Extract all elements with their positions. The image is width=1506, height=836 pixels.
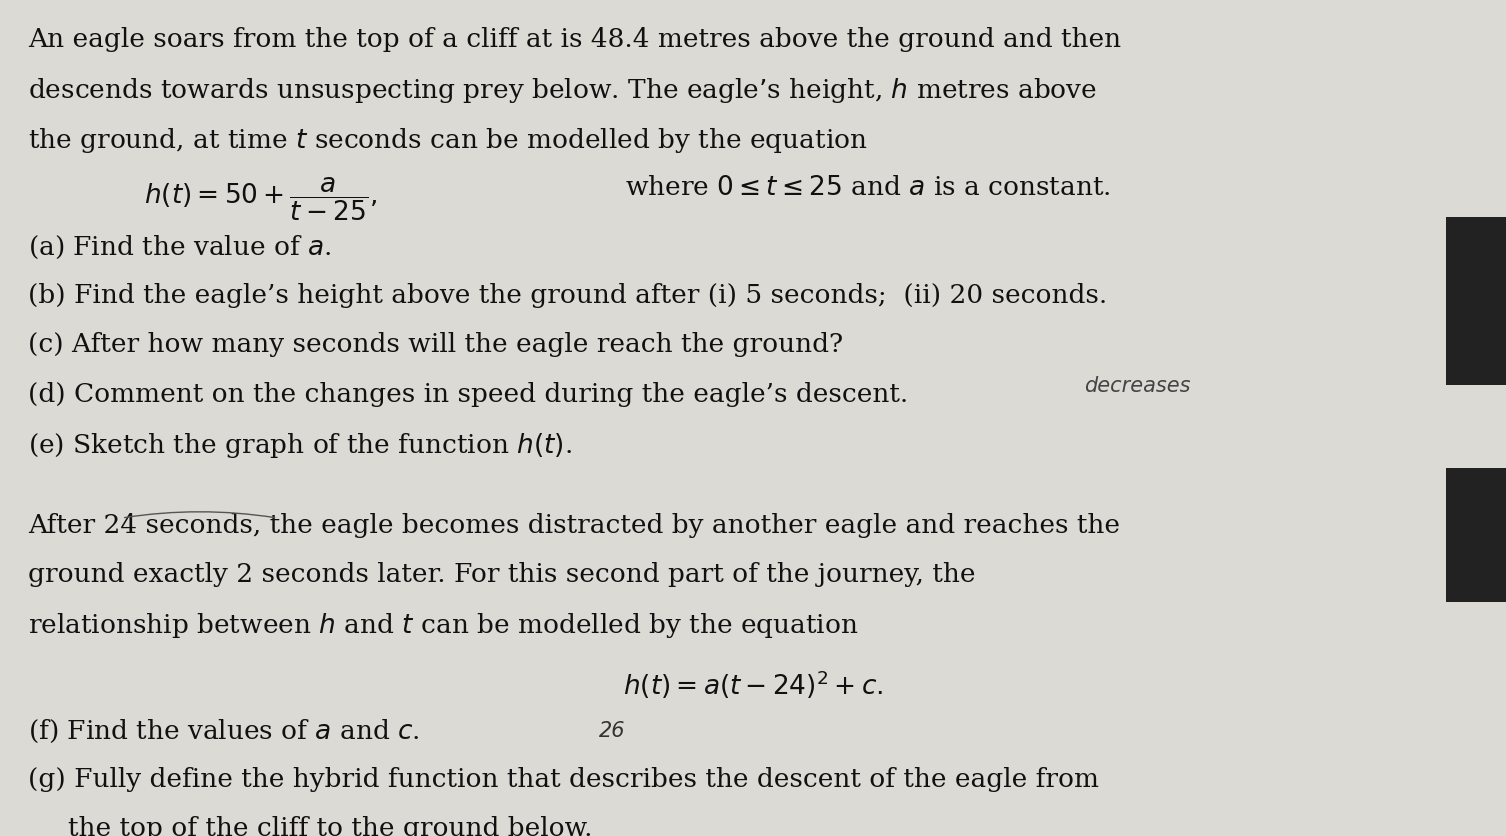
Text: (b) Find the eagle’s height above the ground after (i) 5 seconds;  (ii) 20 secon: (b) Find the eagle’s height above the gr… <box>29 283 1108 308</box>
Text: (f) Find the values of $a$ and $c$.: (f) Find the values of $a$ and $c$. <box>29 717 420 745</box>
Text: 26: 26 <box>599 721 625 741</box>
Text: (c) After how many seconds will the eagle reach the ground?: (c) After how many seconds will the eagl… <box>29 333 843 357</box>
Text: After 24 seconds, the eagle becomes distracted by another eagle and reaches the: After 24 seconds, the eagle becomes dist… <box>29 512 1120 538</box>
Text: descends towards unsuspecting prey below. The eagle’s height, $\mathit{h}$ metre: descends towards unsuspecting prey below… <box>29 76 1098 105</box>
Text: $h(t) = a(t - 24)^2 + c.$: $h(t) = a(t - 24)^2 + c.$ <box>623 668 883 701</box>
Text: relationship between $h$ and $t$ can be modelled by the equation: relationship between $h$ and $t$ can be … <box>29 611 858 640</box>
Text: decreases: decreases <box>1084 376 1190 396</box>
Text: the ground, at time $t$ seconds can be modelled by the equation: the ground, at time $t$ seconds can be m… <box>29 126 867 155</box>
Text: (g) Fully define the hybrid function that describes the descent of the eagle fro: (g) Fully define the hybrid function tha… <box>29 767 1099 792</box>
Text: ground exactly 2 seconds later. For this second part of the journey, the: ground exactly 2 seconds later. For this… <box>29 562 976 587</box>
Text: where $0 \leq t \leq 25$ and $a$ is a constant.: where $0 \leq t \leq 25$ and $a$ is a co… <box>625 176 1111 201</box>
Text: An eagle soars from the top of a cliff at is 48.4 metres above the ground and th: An eagle soars from the top of a cliff a… <box>29 27 1122 52</box>
Text: (e) Sketch the graph of the function $h(t)$.: (e) Sketch the graph of the function $h(… <box>29 431 572 460</box>
Text: (d) Comment on the changes in speed during the eagle’s descent.: (d) Comment on the changes in speed duri… <box>29 382 908 406</box>
Text: (a) Find the value of $a$.: (a) Find the value of $a$. <box>29 233 331 261</box>
Text: $h(t) = 50 + \dfrac{a}{t-25},$: $h(t) = 50 + \dfrac{a}{t-25},$ <box>145 176 378 222</box>
Text: the top of the cliff to the ground below.: the top of the cliff to the ground below… <box>68 816 592 836</box>
